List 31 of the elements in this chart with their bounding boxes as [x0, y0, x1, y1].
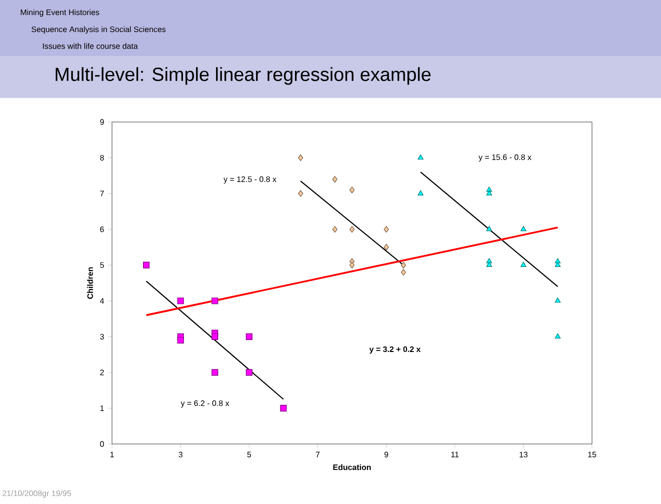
- point: [212, 369, 218, 376]
- point: [212, 333, 218, 340]
- point: [332, 176, 338, 183]
- chart-title: Multi-level: Simple linear regression example: [56, 67, 431, 85]
- point: [554, 333, 561, 338]
- point: [418, 190, 424, 196]
- point: [486, 226, 492, 232]
- point: [554, 298, 561, 303]
- point: [212, 298, 218, 304]
- point: [418, 154, 424, 160]
- point: [332, 226, 338, 233]
- point: [400, 262, 406, 268]
- point: [554, 262, 561, 267]
- point: [349, 262, 355, 268]
- point: [486, 190, 492, 196]
- point: [520, 262, 526, 267]
- point: [384, 244, 389, 250]
- point: [486, 262, 492, 267]
- point: [177, 298, 184, 304]
- point: [349, 226, 355, 233]
- point: [349, 186, 355, 194]
- point: [400, 268, 406, 276]
- point: [246, 369, 252, 376]
- point: [298, 154, 304, 162]
- point: [246, 333, 252, 340]
- point: [280, 404, 287, 412]
- point: [143, 262, 150, 268]
- point: [177, 336, 184, 344]
- point: [298, 190, 304, 197]
- point: [384, 226, 389, 233]
- point: [520, 226, 526, 232]
